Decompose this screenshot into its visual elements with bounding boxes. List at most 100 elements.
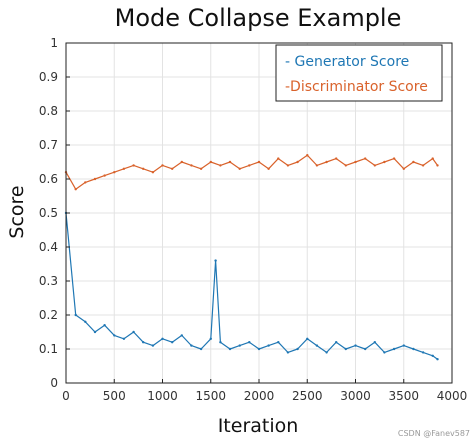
x-axis-label: Iteration [218, 415, 299, 437]
discriminator-point [373, 164, 376, 167]
legend-box [275, 44, 443, 102]
generator-point [209, 337, 212, 340]
generator-point [354, 344, 357, 347]
generator-point [214, 259, 217, 262]
discriminator-point [199, 167, 203, 170]
generator-point [122, 337, 126, 340]
discriminator-point [412, 160, 415, 164]
x-tick-label: 1000 [147, 389, 178, 403]
generator-point [402, 344, 405, 347]
discriminator-point [344, 164, 347, 167]
generator-point [325, 351, 328, 354]
discriminator-score-line [65, 154, 438, 190]
generator-point [161, 337, 164, 340]
x-tick-label: 500 [103, 389, 126, 403]
discriminator-point [392, 157, 396, 160]
y-tick-label: 0.2 [39, 308, 58, 322]
legend-item-generator: - Generator Score [285, 54, 409, 70]
discriminator-point [171, 167, 174, 170]
generator-point [296, 347, 299, 351]
y-tick-label: 0.9 [39, 70, 58, 84]
discriminator-point [219, 164, 222, 167]
generator-point [142, 341, 145, 344]
generator-point [248, 341, 251, 344]
generator-point [171, 341, 174, 344]
discriminator-point [335, 157, 338, 160]
y-axis-label: Score [6, 185, 28, 238]
discriminator-point [113, 171, 116, 174]
y-tick-label: 0.6 [39, 172, 58, 186]
generator-point [286, 351, 290, 354]
x-tick-label: 1500 [195, 389, 226, 403]
discriminator-point [248, 164, 251, 167]
discriminator-point [267, 167, 270, 170]
discriminator-point [315, 164, 319, 167]
discriminator-point [436, 164, 439, 167]
generator-point [383, 351, 386, 354]
y-tick-label: 0.1 [39, 342, 58, 356]
chart-title: Mode Collapse Example [115, 4, 402, 32]
discriminator-point [228, 160, 232, 164]
discriminator-point [180, 160, 183, 164]
x-tick-label: 0 [62, 389, 70, 403]
generator-point [93, 330, 97, 334]
generator-point [267, 344, 270, 347]
generator-point [373, 341, 376, 344]
generator-point [421, 351, 425, 354]
x-tick-label: 2000 [244, 389, 275, 403]
discriminator-point [364, 157, 367, 160]
discriminator-point [103, 174, 106, 177]
discriminator-point [161, 164, 164, 167]
legend-item-discriminator: -Discriminator Score [285, 79, 428, 95]
discriminator-point [84, 181, 87, 184]
y-tick-label: 0.8 [39, 104, 58, 118]
generator-point [103, 324, 106, 327]
discriminator-point [122, 167, 126, 170]
generator-point [364, 347, 367, 351]
y-ticks: 0 0.1 0.2 0.3 0.4 0.5 0.6 0.7 0.8 0.9 1 [39, 36, 70, 390]
generator-point [277, 341, 280, 344]
generator-point [199, 347, 203, 351]
discriminator-point [383, 160, 386, 164]
x-ticks: 0 500 1000 1500 2000 2500 3000 3500 4000 [62, 379, 467, 403]
y-tick-label: 0.3 [39, 274, 58, 288]
x-tick-label: 3500 [388, 389, 419, 403]
discriminator-point [93, 177, 97, 181]
discriminator-point [421, 164, 425, 167]
generator-point [315, 344, 319, 347]
discriminator-point [151, 171, 155, 174]
generator-point [219, 341, 222, 344]
discriminator-point [277, 157, 280, 160]
y-tick-label: 0.4 [39, 240, 58, 254]
discriminator-point [286, 164, 290, 167]
y-tick-label: 0 [50, 376, 58, 390]
x-tick-label: 3000 [340, 389, 371, 403]
discriminator-point [132, 164, 135, 167]
x-tick-label: 2500 [292, 389, 323, 403]
generator-point [306, 337, 309, 340]
generator-point [436, 358, 439, 361]
generator-point [431, 354, 434, 357]
generator-point [113, 334, 116, 337]
discriminator-point [209, 160, 212, 164]
generator-point [335, 341, 338, 344]
generator-point [257, 347, 261, 351]
discriminator-point [354, 160, 357, 164]
discriminator-point [238, 167, 241, 170]
generator-point [392, 347, 396, 351]
discriminator-point [306, 154, 309, 157]
generator-point [151, 344, 155, 347]
generator-point [344, 347, 347, 351]
y-tick-label: 0.7 [39, 138, 58, 152]
generator-point [238, 344, 241, 347]
discriminator-point [431, 157, 434, 160]
discriminator-point [257, 160, 261, 164]
discriminator-point [142, 167, 145, 170]
x-tick-label: 4000 [437, 389, 468, 403]
watermark: CSDN @Fanev587 [398, 429, 470, 438]
generator-point [74, 313, 77, 317]
discriminator-point [402, 167, 405, 170]
discriminator-point [325, 160, 328, 164]
y-tick-label: 1 [50, 36, 58, 50]
